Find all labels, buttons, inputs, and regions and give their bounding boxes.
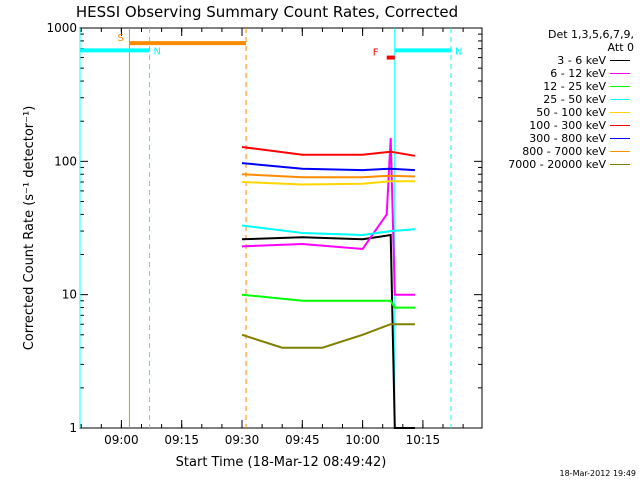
x-tick-label: 09:30 (225, 433, 260, 447)
legend-items: 3 - 6 keV 6 - 12 keV 12 - 25 keV 25 - 50 ke… (474, 54, 634, 171)
legend-item-label: 100 - 300 keV (529, 119, 606, 132)
timestamp: 18-Mar-2012 19:49 (559, 469, 637, 478)
series-line-1 (241, 233, 415, 429)
y-tick-label: 1000 (46, 21, 77, 35)
y-tick-label: 10 (62, 288, 77, 302)
plot-area-frame (79, 27, 483, 429)
y-tick-label: 100 (54, 154, 77, 168)
series-line-7 (241, 162, 415, 172)
legend-swatch (610, 138, 630, 139)
series-line-2 (241, 137, 415, 296)
series-line-9 (241, 323, 415, 349)
x-tick-label: 09:45 (285, 433, 320, 447)
x-tick-label: 09:00 (104, 433, 139, 447)
series-line-5 (241, 180, 415, 186)
event-label: N (455, 46, 462, 57)
legend-item-label: 800 - 7000 keV (522, 145, 606, 158)
legend-item: 50 - 100 keV (474, 106, 634, 119)
event-label: S (117, 33, 123, 44)
legend-item-label: 25 - 50 keV (543, 93, 606, 106)
legend: Det 1,3,5,6,7,9, Att 0 3 - 6 keV 6 - 12 k… (474, 28, 634, 171)
legend-item: 100 - 300 keV (474, 119, 634, 132)
legend-item-label: 7000 - 20000 keV (508, 158, 606, 171)
legend-swatch (610, 164, 630, 165)
legend-item-label: 50 - 100 keV (536, 106, 606, 119)
legend-swatch (610, 151, 630, 152)
x-axis-label: Start Time (18-Mar-12 08:49:42) (176, 455, 387, 470)
legend-item-label: 12 - 25 keV (543, 80, 606, 93)
series-line-8 (241, 173, 415, 179)
legend-item-label: 300 - 800 keV (529, 132, 606, 145)
event-label: N (154, 46, 161, 57)
legend-item: 800 - 7000 keV (474, 145, 634, 158)
x-tick-label: 09:15 (164, 433, 199, 447)
legend-item: 7000 - 20000 keV (474, 158, 634, 171)
legend-attenuator: Att 0 (607, 41, 634, 54)
x-tick-label: 10:00 (345, 433, 380, 447)
series-line-3 (241, 293, 415, 309)
legend-swatch (610, 125, 630, 126)
event-label: F (373, 48, 379, 59)
legend-item: 300 - 800 keV (474, 132, 634, 145)
legend-item: 6 - 12 keV (474, 67, 634, 80)
x-tick-label: 10:15 (406, 433, 441, 447)
event-markers: S N N F (79, 28, 463, 428)
axes: 09:00 09:15 09:30 09:45 10:00 10:15 1 10 100 1000 (46, 21, 482, 447)
legend-swatch (610, 60, 630, 61)
legend-swatch (610, 86, 630, 87)
chart-title: HESSI Observing Summary Count Rates, Cor… (76, 3, 458, 21)
y-tick-label: 1 (69, 421, 77, 435)
legend-item-label: 6 - 12 keV (550, 67, 606, 80)
legend-detectors: Det 1,3,5,6,7,9, (547, 28, 634, 41)
legend-item: 25 - 50 keV (474, 93, 634, 106)
series-group (241, 137, 416, 429)
legend-item: 3 - 6 keV (474, 54, 634, 67)
series-line-4 (241, 224, 415, 237)
legend-swatch (610, 112, 630, 113)
y-axis-label: Corrected Count Rate (s⁻¹ detector⁻¹) (22, 106, 37, 351)
legend-swatch (610, 73, 630, 74)
legend-item-label: 3 - 6 keV (557, 54, 606, 67)
legend-swatch (610, 99, 630, 100)
legend-item: 12 - 25 keV (474, 80, 634, 93)
series-line-6 (241, 146, 416, 157)
